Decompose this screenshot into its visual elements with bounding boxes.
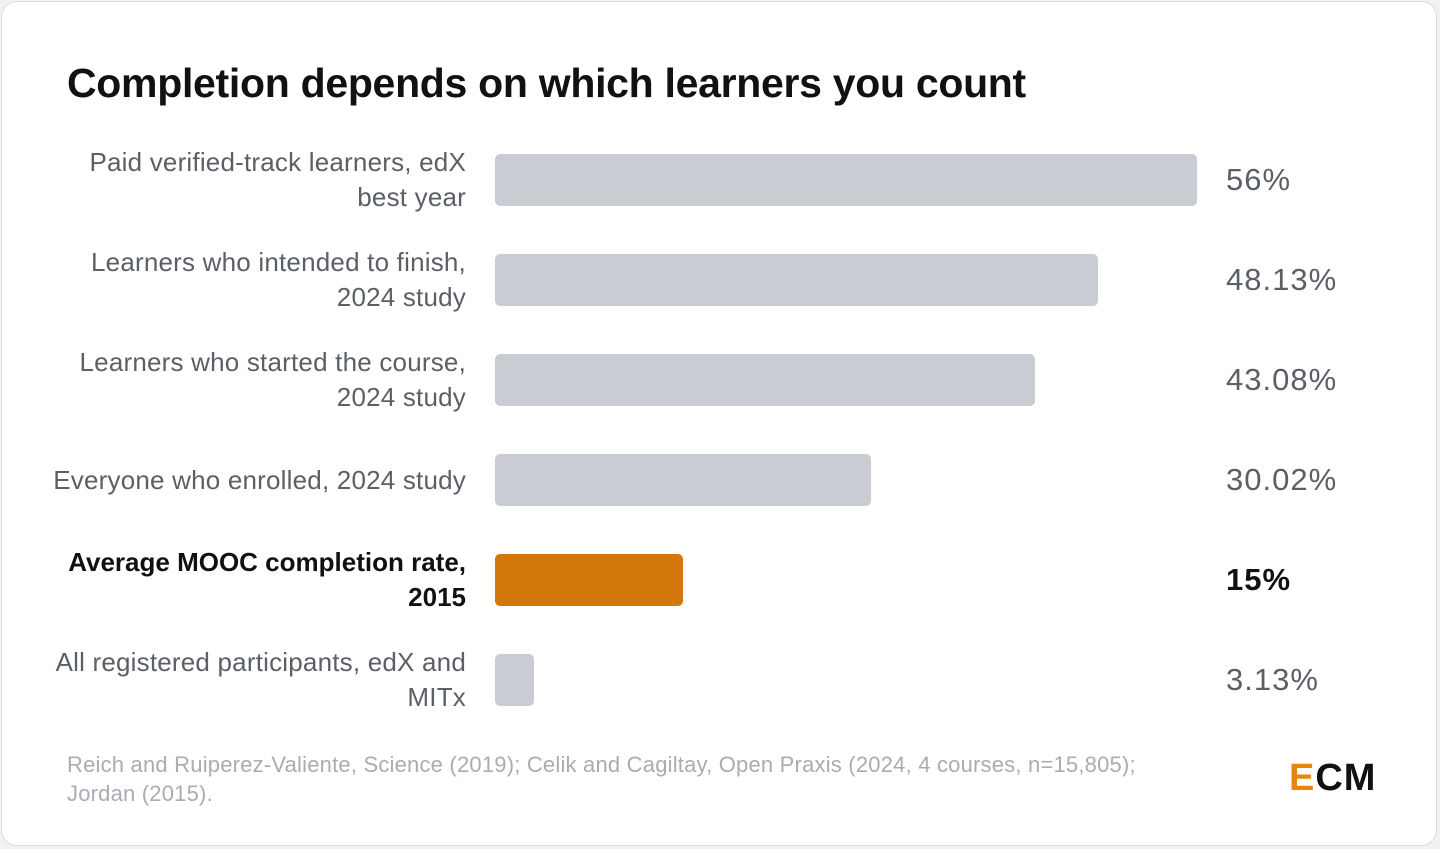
logo-letters-cm: CM: [1315, 757, 1377, 799]
value-label: 30.02%: [1226, 462, 1338, 497]
chart-title: Completion depends on which learners you…: [67, 60, 1026, 106]
value-label: 48.13%: [1226, 262, 1338, 297]
category-label: Paid verified-track learners, edX best y…: [89, 147, 466, 212]
value-label: 3.13%: [1226, 662, 1319, 697]
bar-row: Average MOOC completion rate, 2015 15%: [2, 542, 1438, 642]
value-label: 43.08%: [1226, 362, 1338, 397]
bar: [495, 154, 1197, 206]
category-label: Learners who started the course, 2024 st…: [79, 347, 466, 412]
bar-row: Learners who started the course, 2024 st…: [2, 342, 1438, 442]
category-label: Learners who intended to finish, 2024 st…: [91, 247, 466, 312]
bar-row: Paid verified-track learners, edX best y…: [2, 142, 1438, 242]
value-label: 15%: [1226, 562, 1292, 597]
category-label: All registered participants, edX and MIT…: [55, 647, 466, 712]
source-note: Reich and Ruiperez-Valiente, Science (20…: [67, 752, 1136, 806]
value-label: 56%: [1226, 162, 1292, 197]
bar: [495, 454, 871, 506]
bar-row: Learners who intended to finish, 2024 st…: [2, 242, 1438, 342]
bar: [495, 654, 534, 706]
bar: [495, 354, 1035, 406]
bar-row: All registered participants, edX and MIT…: [2, 642, 1438, 742]
ecm-logo: ECM: [1289, 756, 1376, 800]
bar-row: Everyone who enrolled, 2024 study 30.02%: [2, 442, 1438, 542]
category-label: Average MOOC completion rate, 2015: [68, 547, 466, 612]
bar: [495, 554, 683, 606]
logo-letter-e: E: [1289, 757, 1316, 799]
bar: [495, 254, 1098, 306]
category-label: Everyone who enrolled, 2024 study: [53, 464, 466, 495]
